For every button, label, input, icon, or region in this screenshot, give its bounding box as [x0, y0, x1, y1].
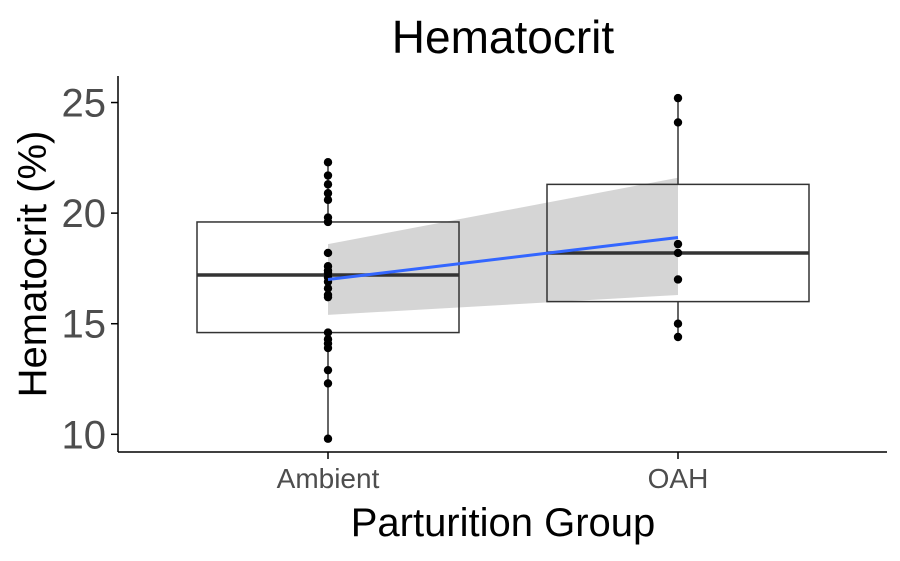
data-point [323, 379, 333, 388]
chart-title: Hematocrit [392, 11, 615, 63]
data-point [323, 434, 333, 443]
data-point [323, 180, 333, 189]
y-tick-label: 25 [62, 82, 107, 126]
data-point [673, 118, 683, 127]
trend-layer [327, 235, 679, 281]
data-point [323, 343, 333, 353]
y-tick-label: 20 [62, 192, 107, 236]
box-oah [546, 183, 810, 303]
y-axis-title: Hematocrit (%) [11, 131, 55, 398]
data-point [323, 171, 333, 180]
data-point [673, 319, 683, 328]
y-tick-label: 15 [62, 303, 107, 347]
x-axis-title: Parturition Group [351, 501, 656, 545]
data-point [673, 248, 683, 258]
data-point [673, 93, 683, 103]
data-point [673, 239, 683, 249]
y-tick-label: 10 [62, 413, 107, 457]
data-point [323, 284, 333, 293]
data-point [323, 292, 333, 302]
data-point [323, 248, 333, 258]
x-tick-label: OAH [648, 463, 709, 494]
data-point [673, 275, 683, 284]
data-point [323, 158, 333, 167]
confidence-band [328, 177, 678, 315]
axis-layer: 10 15 20 25 Ambient OAH [62, 76, 887, 494]
point-layer [323, 93, 683, 443]
data-point [323, 328, 333, 337]
trend-line [327, 235, 679, 281]
data-point [323, 365, 333, 375]
x-tick-label: Ambient [277, 463, 380, 494]
data-point [323, 217, 333, 227]
confidence-band-layer [328, 177, 678, 315]
data-point [323, 189, 333, 198]
data-point [323, 195, 333, 205]
data-point [673, 332, 683, 342]
